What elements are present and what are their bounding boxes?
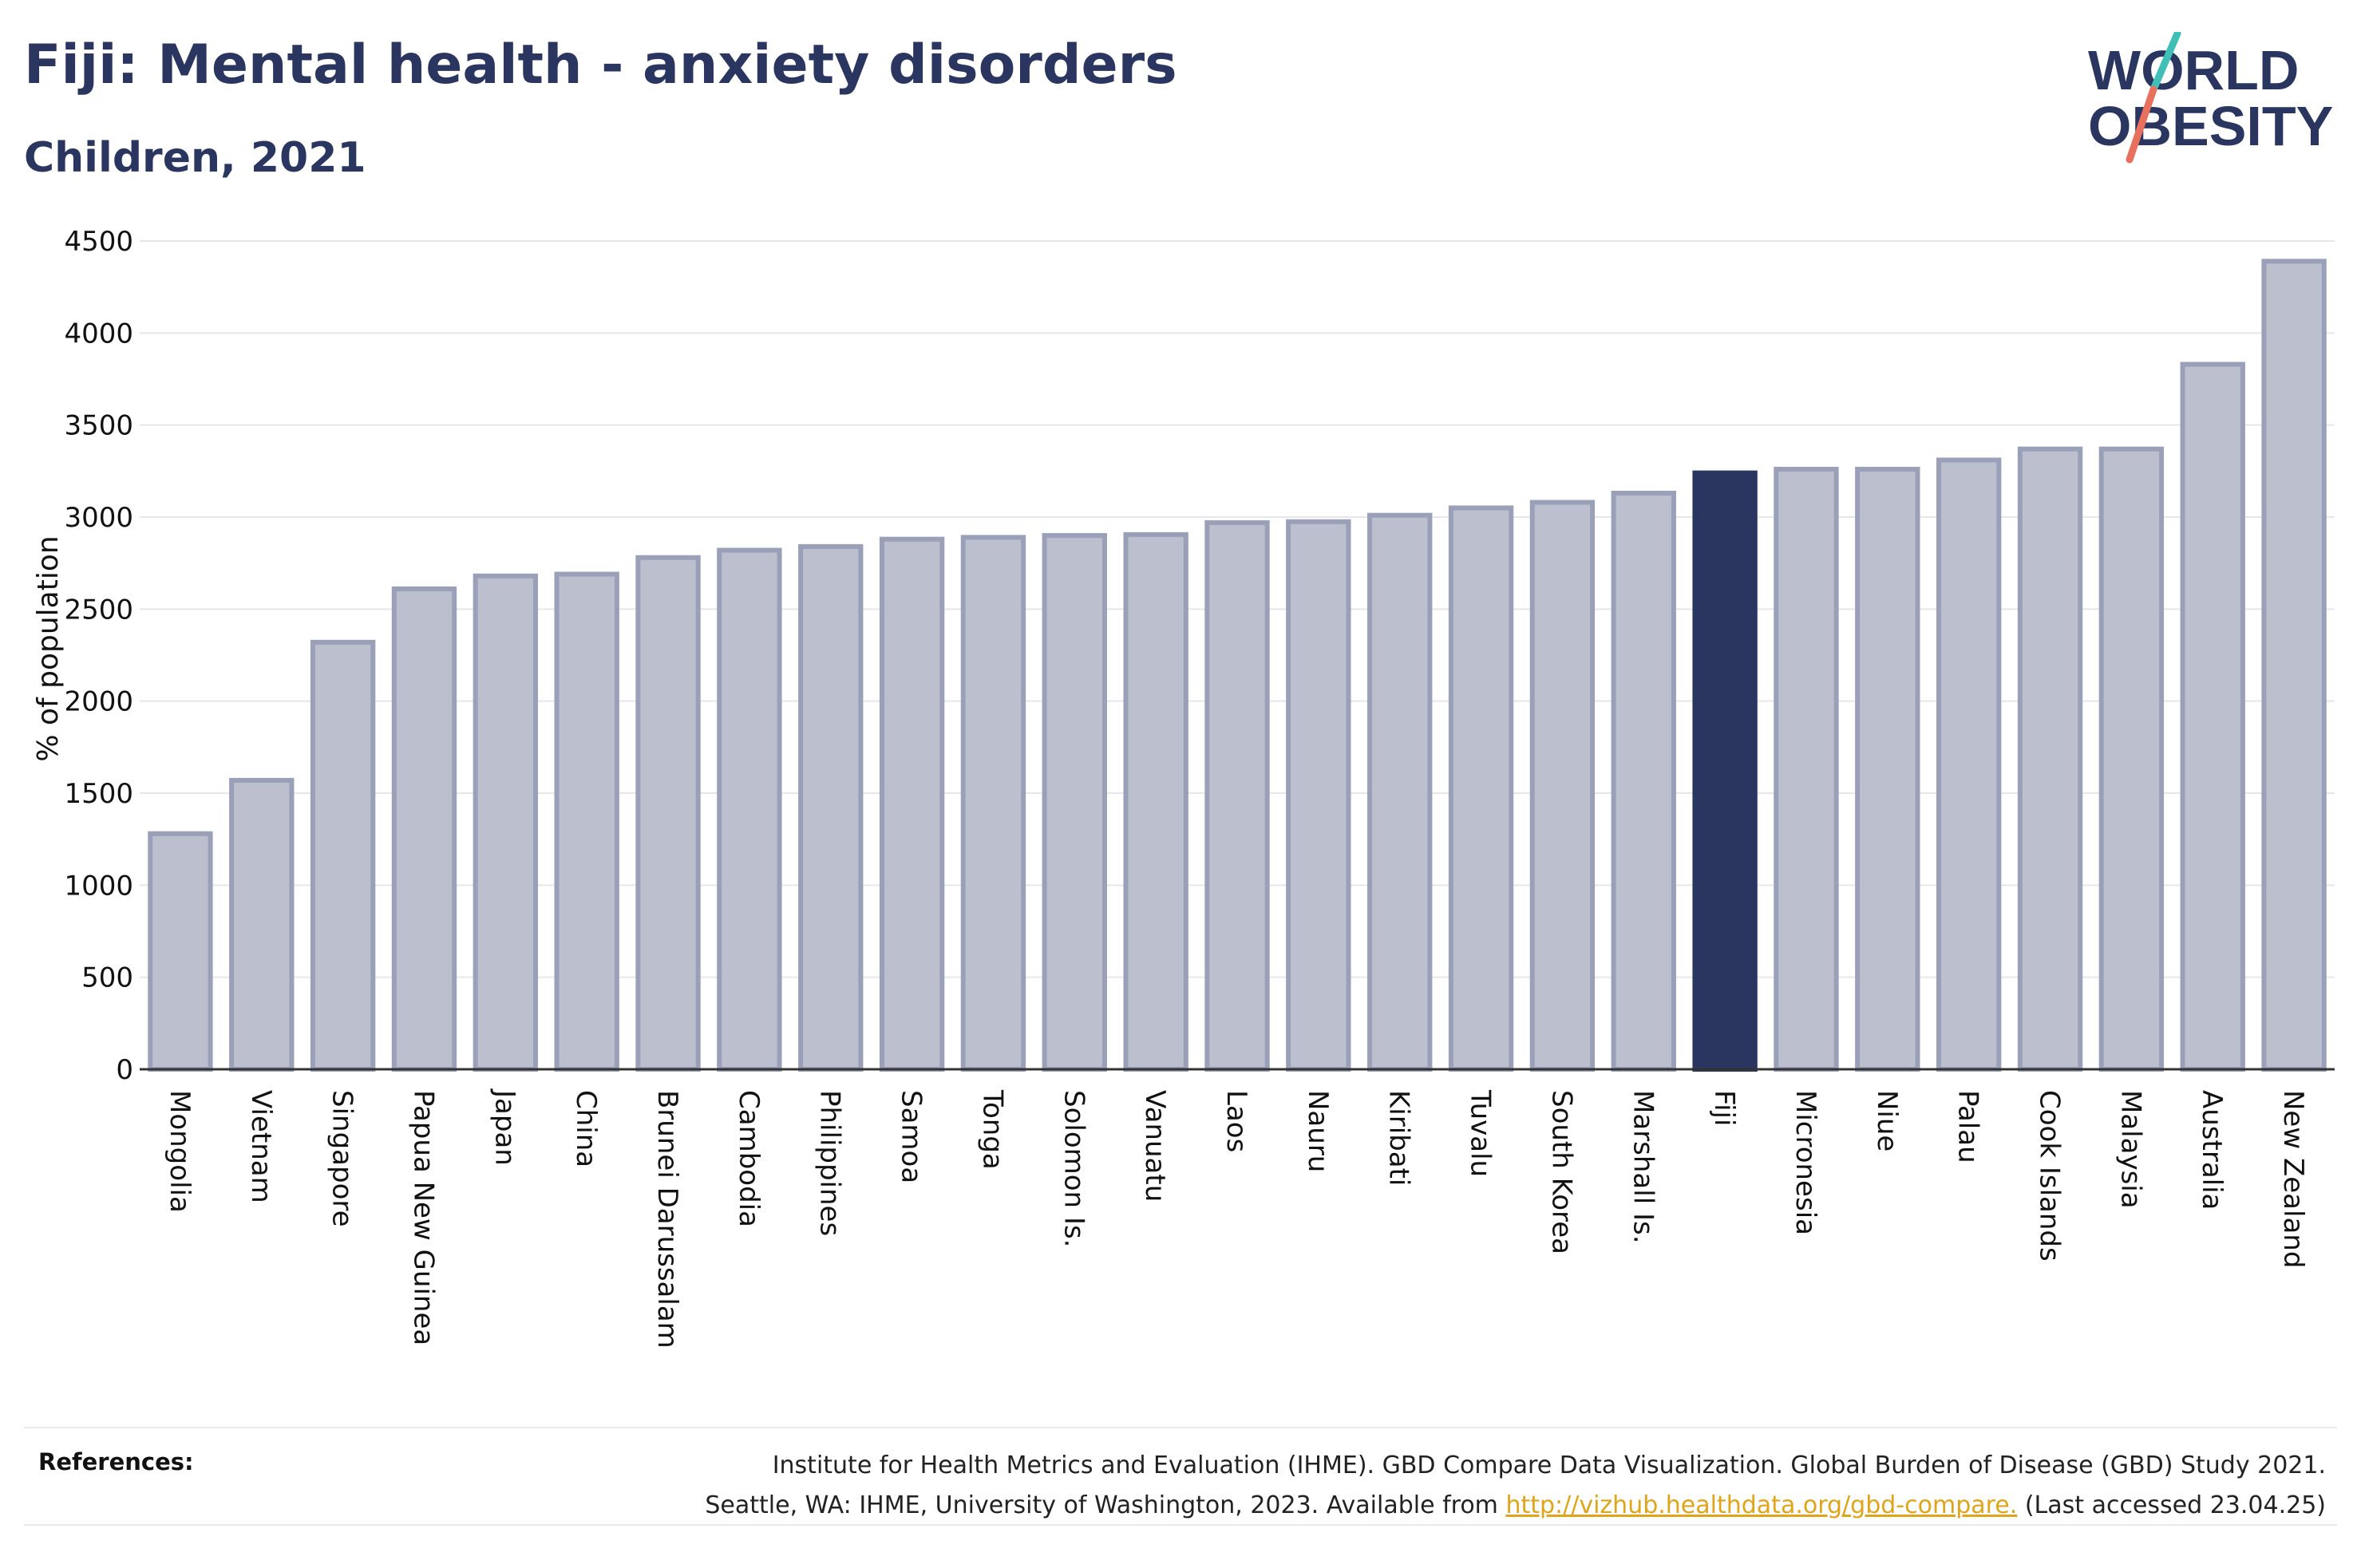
x-tick-label: Vanuatu: [1139, 1090, 1171, 1202]
bar-laos: [1204, 519, 1270, 1072]
bar-chart: 0 500 1000 1500 2000 2500 3000 3500 4000 4500 Mon…: [32, 226, 2335, 1349]
y-tick-label: 4500: [64, 226, 133, 258]
x-tick-label: New Zealand: [2277, 1090, 2309, 1268]
bar-marshall-is: [1611, 491, 1676, 1072]
references-line-2-suffix: (Last accessed 23.04.25): [2017, 1491, 2326, 1519]
logo-text-world: WORLD: [2088, 39, 2299, 101]
bar-fiji: [1692, 470, 1758, 1072]
bars: [148, 259, 2327, 1072]
x-tick-label: China: [570, 1090, 602, 1167]
bar-papua-new-guinea: [391, 586, 457, 1072]
y-tick-label: 1000: [64, 870, 133, 902]
x-tick-label: Niue: [1871, 1090, 1903, 1151]
references-label: References:: [38, 1448, 194, 1475]
bar-japan: [473, 573, 539, 1072]
x-tick-label: Tuvalu: [1465, 1089, 1497, 1177]
logo-text-obesity: OBESITY: [2088, 95, 2333, 157]
bar-philippines: [798, 543, 864, 1072]
references-line-2-prefix: Seattle, WA: IHME, University of Washing…: [705, 1491, 1506, 1519]
references-text: Institute for Health Metrics and Evaluat…: [570, 1446, 2326, 1526]
x-tick-label: Papua New Guinea: [407, 1090, 439, 1345]
references-link[interactable]: http://vizhub.healthdata.org/gbd-compare…: [1505, 1491, 2018, 1519]
bar-tuvalu: [1448, 505, 1514, 1072]
x-tick-label: Cambodia: [733, 1090, 765, 1227]
bar-micronesia: [1774, 467, 1839, 1072]
x-tick-label: Singapore: [326, 1090, 358, 1227]
x-tick-label: Philippines: [814, 1090, 846, 1236]
x-tick-labels: Mongolia Vietnam Singapore Papua New Guinea…: [164, 1088, 2309, 1349]
y-tick-label: 4000: [64, 318, 133, 350]
bar-south-korea: [1529, 500, 1596, 1072]
bar-solomon-is: [1042, 533, 1107, 1072]
references-divider-top: [24, 1427, 2337, 1428]
bar-kiribati: [1367, 512, 1433, 1072]
y-tick-label: 2000: [64, 686, 133, 718]
logo-slash-teal: [2149, 32, 2181, 93]
y-tick-label: 1500: [64, 778, 133, 810]
x-tick-label: Mongolia: [164, 1090, 196, 1213]
bar-singapore: [310, 639, 376, 1072]
world-obesity-logo: WORLD OBESITY: [2088, 32, 2333, 164]
bar-vietnam: [229, 777, 295, 1072]
y-tick-label: 3000: [64, 502, 133, 534]
bar-brunei-darussalam: [635, 555, 701, 1072]
x-tick-label: Malaysia: [2114, 1090, 2146, 1209]
y-tick-labels: 0 500 1000 1500 2000 2500 3000 3500 4000 4500: [64, 226, 133, 1086]
bar-tonga: [960, 535, 1026, 1072]
y-axis-label: % of population: [32, 535, 65, 761]
x-tick-label: Kiribati: [1383, 1090, 1415, 1186]
bar-cook-islands: [2017, 446, 2083, 1072]
x-tick-label: Vietnam: [245, 1090, 277, 1203]
x-tick-label: Japan: [488, 1088, 520, 1166]
x-tick-label: Tonga: [976, 1089, 1008, 1170]
x-tick-label: Brunei Darussalam: [651, 1090, 683, 1349]
bar-malaysia: [2098, 446, 2165, 1072]
bar-new-zealand: [2261, 259, 2327, 1072]
bar-palau: [1936, 457, 2002, 1072]
references-line-2: Seattle, WA: IHME, University of Washing…: [570, 1486, 2326, 1526]
x-tick-label: Nauru: [1302, 1090, 1334, 1172]
y-tick-label: 2500: [64, 594, 133, 626]
x-tick-label: Solomon Is.: [1058, 1090, 1090, 1247]
bar-niue: [1855, 467, 1920, 1072]
chart-title: Fiji: Mental health - anxiety disorders: [24, 34, 1177, 97]
x-tick-label: South Korea: [1545, 1090, 1577, 1254]
x-tick-label: Micronesia: [1790, 1090, 1821, 1235]
y-tick-label: 3500: [64, 410, 133, 442]
x-tick-label: Laos: [1220, 1090, 1252, 1152]
x-tick-label: Samoa: [896, 1090, 927, 1183]
references-line-1: Institute for Health Metrics and Evaluat…: [772, 1451, 2326, 1479]
bar-mongolia: [148, 831, 213, 1072]
y-tick-label: 0: [116, 1054, 133, 1086]
y-tick-label: 500: [81, 962, 133, 994]
chart-subtitle: Children, 2021: [24, 134, 366, 182]
bar-vanuatu: [1123, 531, 1188, 1072]
bar-cambodia: [717, 547, 782, 1072]
references-divider-bottom: [24, 1524, 2337, 1526]
x-tick-label: Marshall Is.: [1627, 1090, 1659, 1244]
bar-australia: [2180, 361, 2245, 1072]
x-tick-label: Palau: [1952, 1090, 1984, 1163]
bar-china: [554, 571, 619, 1072]
logo-slash-coral: [2126, 85, 2157, 164]
x-tick-label: Fiji: [1708, 1090, 1740, 1126]
x-tick-label: Australia: [2196, 1090, 2228, 1210]
bar-samoa: [879, 536, 945, 1072]
bar-nauru: [1286, 519, 1351, 1072]
x-tick-label: Cook Islands: [2034, 1090, 2066, 1262]
